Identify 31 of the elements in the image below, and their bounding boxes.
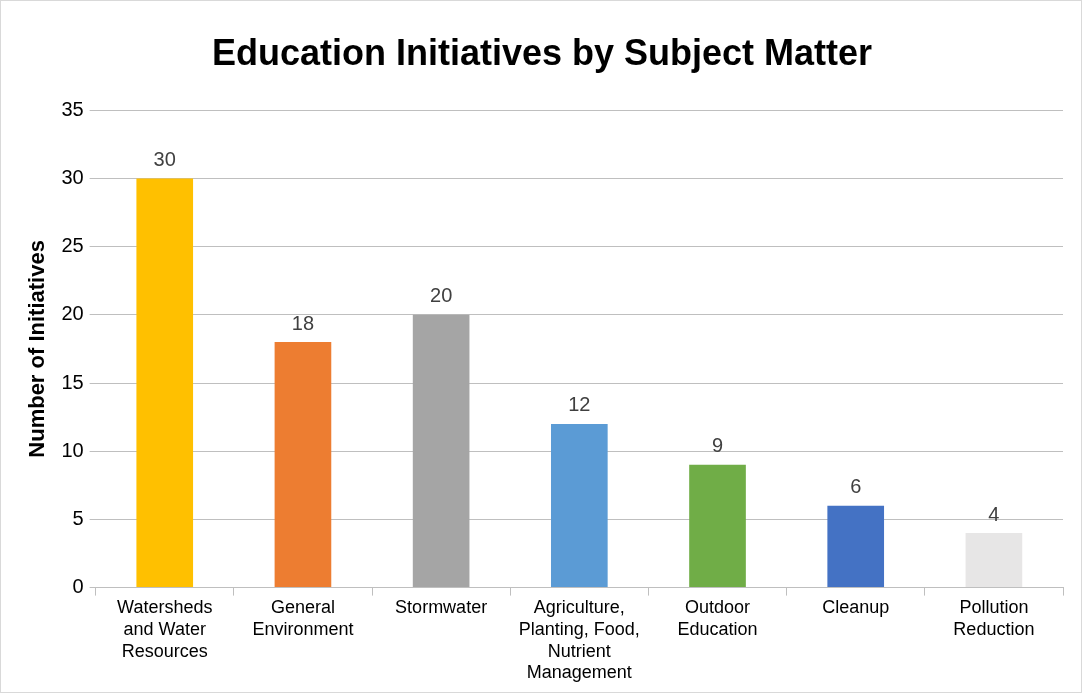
y-tick-label: 5 <box>72 506 84 529</box>
data-label: 9 <box>711 434 724 457</box>
bar <box>965 533 1023 588</box>
data-label: 12 <box>568 393 591 416</box>
chart-title: Education Initiatives by Subject Matter <box>211 31 873 73</box>
data-label: 6 <box>850 475 862 498</box>
data-label: 30 <box>153 147 176 170</box>
y-tick-label: 20 <box>61 302 84 325</box>
y-tick-label: 25 <box>61 234 84 257</box>
x-tick-label: Watersheds and Water Resources <box>117 597 213 661</box>
bar <box>136 178 194 588</box>
x-tick-label: Pollution Reduction <box>953 597 1035 639</box>
bar <box>274 342 332 588</box>
bar <box>689 464 746 588</box>
x-tick-label: Outdoor Education <box>677 597 758 639</box>
y-tick-label: 0 <box>72 575 84 598</box>
bar <box>550 423 608 588</box>
bar <box>412 314 470 588</box>
y-tick-label: 15 <box>61 370 84 393</box>
y-tick-label: 10 <box>61 438 84 461</box>
data-label: 4 <box>988 502 1000 525</box>
y-tick-label: 35 <box>61 97 84 120</box>
x-tick-label: Stormwater <box>395 597 488 618</box>
y-axis-title: Number of Initiatives <box>24 240 50 458</box>
x-tick-label: General Environment <box>252 597 354 639</box>
bar <box>827 505 885 588</box>
x-tick-label: Cleanup <box>822 597 890 618</box>
x-tick-label: Agriculture, Planting, Food, Nutrient Management <box>518 597 640 683</box>
data-label: 18 <box>291 311 315 334</box>
y-tick-label: 30 <box>61 165 84 188</box>
data-label: 20 <box>430 284 453 307</box>
